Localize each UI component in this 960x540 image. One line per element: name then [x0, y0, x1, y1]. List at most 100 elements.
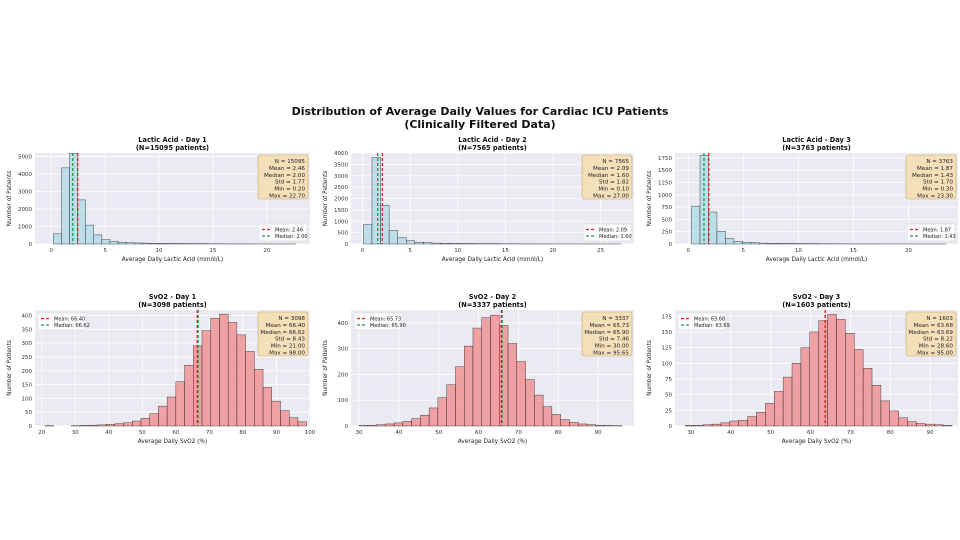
stats-line: Std = 1.77: [275, 180, 305, 186]
x-tick-label: 70: [847, 430, 854, 436]
legend-mean-label: Mean: 63.68: [694, 316, 725, 322]
x-tick-label: 50: [767, 430, 774, 436]
y-tick-label: 300: [22, 341, 33, 347]
y-tick-label: 1000: [658, 193, 672, 199]
x-tick-label: 70: [206, 430, 213, 436]
y-tick-label: 4000: [334, 151, 348, 157]
histogram-bar: [289, 417, 299, 427]
stats-line: N = 3337: [602, 316, 629, 322]
legend-median-label: Median: 1.60: [599, 234, 632, 240]
histogram-bar: [423, 242, 433, 245]
y-tick-label: 25: [665, 408, 672, 414]
histogram-bar: [782, 376, 793, 427]
legend-box: [677, 312, 727, 331]
y-tick-label: 500: [338, 231, 349, 237]
x-tick-label: 10: [156, 248, 163, 254]
y-tick-label: 400: [338, 321, 349, 327]
y-axis-label: Number of Patients: [647, 340, 653, 396]
histogram-bar: [685, 425, 695, 427]
x-tick-label: 80: [555, 430, 562, 436]
histogram-bar: [560, 419, 570, 427]
legend-box: [582, 223, 632, 242]
histogram-bar: [420, 414, 430, 427]
histogram-bar: [406, 240, 416, 245]
x-axis-label: Average Daily Lactic Acid (mmol/L): [766, 257, 867, 263]
x-tick-label: 80: [887, 430, 894, 436]
y-tick-label: 125: [662, 346, 673, 352]
legend-mean-label: Mean: 65.73: [370, 316, 401, 322]
histogram-bar: [77, 199, 86, 245]
stats-line: Min = 21.00: [271, 344, 306, 350]
stats-line: Median = 65.90: [584, 330, 629, 336]
histogram-bar: [388, 230, 398, 245]
histogram-bar: [809, 331, 819, 427]
x-tick-label: 60: [475, 430, 482, 436]
histogram-bar: [756, 412, 766, 427]
histogram-bar: [446, 384, 456, 427]
legend-mean-label: Mean: 1.87: [923, 227, 951, 233]
stats-line: Mean = 2.09: [593, 166, 629, 172]
y-tick-label: 100: [662, 361, 673, 367]
y-tick-label: 1000: [18, 225, 32, 231]
stats-line: Max = 23.30: [917, 194, 953, 200]
histogram-bar: [711, 423, 722, 427]
legend-median-label: Median: 1.43: [923, 234, 956, 240]
y-tick-label: 1250: [658, 181, 672, 187]
histogram-bar: [376, 424, 386, 427]
histogram-bar: [363, 224, 373, 245]
stats-line: N = 3098: [278, 316, 305, 322]
histogram-bar: [245, 351, 255, 427]
histogram-bar: [393, 422, 404, 427]
chart-subtitle: (N=3098 patients): [138, 301, 207, 309]
histogram-bar: [880, 400, 891, 427]
legend-box: [906, 223, 956, 242]
x-axis-label: Average Daily Lactic Acid (mmol/L): [122, 257, 223, 263]
stats-line: Min = 0.20: [274, 187, 305, 193]
histogram-bar: [925, 423, 935, 427]
histogram-bar: [201, 330, 211, 427]
stats-line: Max = 27.00: [593, 194, 629, 200]
histogram-bar: [428, 407, 439, 427]
histogram-bar: [271, 400, 281, 427]
histogram-bar: [750, 242, 760, 245]
legend-box: [37, 312, 87, 331]
histogram-bar: [132, 420, 142, 427]
x-tick-label: 15: [850, 248, 857, 254]
histogram-bar: [448, 243, 458, 245]
figure-title-line1: Distribution of Average Daily Values for…: [291, 105, 669, 118]
x-tick-label: 5: [408, 248, 412, 254]
histogram-bar: [767, 243, 777, 245]
y-tick-label: 0: [29, 424, 33, 430]
histogram-bar: [854, 349, 864, 427]
y-tick-label: 250: [662, 230, 673, 236]
x-axis-label: Average Daily Lactic Acid (mmol/L): [442, 257, 543, 263]
x-axis-label: Average Daily SvO2 (%): [782, 439, 851, 445]
x-tick-label: 0: [361, 248, 365, 254]
chart-subtitle: (N=3337 patients): [458, 301, 527, 309]
y-tick-label: 3500: [334, 162, 348, 168]
stats-line: Mean = 65.73: [590, 323, 630, 329]
x-tick-label: 5: [103, 248, 107, 254]
histogram-bar: [827, 314, 837, 427]
figure-title: Distribution of Average Daily Values for…: [0, 105, 960, 131]
x-tick-label: 90: [927, 430, 934, 436]
histogram-bar: [716, 231, 726, 245]
histogram-bar: [358, 425, 368, 427]
y-tick-label: 400: [22, 314, 33, 320]
x-tick-label: 70: [515, 430, 522, 436]
y-tick-label: 200: [22, 369, 33, 375]
histogram-bar: [845, 333, 855, 427]
y-tick-label: 2000: [18, 207, 32, 213]
y-tick-label: 75: [665, 377, 672, 383]
histogram-bar: [738, 420, 748, 427]
chart-subtitle: (N=3763 patients): [782, 144, 851, 152]
y-axis-label: Number of Patients: [7, 340, 13, 396]
histogram-bar: [123, 422, 133, 427]
histogram-bar: [765, 403, 775, 427]
chart-title: SvO2 - Day 2: [469, 293, 517, 301]
histogram-bar: [69, 153, 78, 245]
y-tick-label: 2500: [334, 185, 348, 191]
stats-line: Max = 95.65: [593, 351, 629, 357]
chart-title: Lactic Acid - Day 1: [138, 136, 207, 144]
y-tick-label: 300: [338, 347, 349, 353]
